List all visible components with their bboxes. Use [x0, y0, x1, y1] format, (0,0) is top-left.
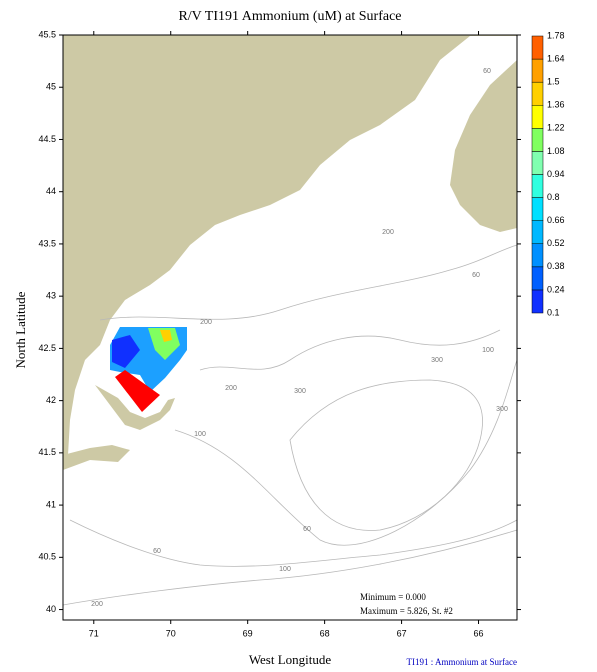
y-axis-label: North Latitude: [13, 291, 28, 368]
x-tick-label: 67: [397, 628, 407, 638]
data-field-max: [115, 370, 160, 412]
contour-line: [174, 359, 518, 546]
max-annotation: Maximum = 5.826, St. #2: [360, 606, 453, 616]
colorbar-label: 1.5: [547, 77, 560, 87]
y-tick-label: 41: [46, 499, 56, 509]
colorbar-box: [531, 151, 544, 175]
colorbar-label: 1.22: [547, 123, 565, 133]
contour-label: 300: [496, 406, 508, 413]
colorbar-label: 0.94: [547, 169, 565, 179]
land-nova-scotia: [450, 60, 517, 232]
contour-line: [62, 529, 518, 606]
data-field-low: [112, 335, 140, 368]
y-tick-label: 41.5: [38, 447, 56, 457]
contour-label: 300: [294, 388, 306, 395]
colorbar-label: 0.66: [547, 215, 565, 225]
colorbar-label: 1.64: [547, 53, 565, 63]
contour-line: [69, 519, 518, 567]
contour-label: 200: [225, 385, 237, 392]
y-tick-label: 45: [46, 82, 56, 92]
data-field-mid: [148, 328, 180, 360]
contour-label: 60: [472, 272, 480, 279]
y-tick-label: 43.5: [38, 238, 56, 248]
colorbar-label: 0.38: [547, 261, 565, 271]
x-tick-label: 66: [474, 628, 484, 638]
land-new-england: [63, 35, 517, 455]
x-tick-label: 71: [89, 628, 99, 638]
y-tick-label: 42: [46, 395, 56, 405]
contour-line: [199, 329, 501, 371]
colorbar-box: [531, 243, 544, 268]
contour-label: 200: [200, 319, 212, 326]
contour-label: 100: [482, 347, 494, 354]
contour-label: 300: [431, 357, 443, 364]
y-tick-label: 40: [46, 604, 56, 614]
colorbar-box: [531, 35, 544, 60]
colorbar-label: 0.8: [547, 192, 560, 202]
colorbar-label: 0.1: [547, 307, 560, 317]
y-tick-label: 42.5: [38, 343, 56, 353]
y-tick-label: 45.5: [38, 29, 56, 39]
colorbar-box: [531, 289, 544, 314]
y-tick-label: 44: [46, 186, 56, 196]
min-annotation: Minimum = 0.000: [360, 592, 426, 602]
colorbar-box: [531, 128, 544, 152]
colorbar-box: [531, 266, 544, 291]
land-islands: [63, 445, 130, 470]
x-axis-label: West Longitude: [249, 652, 332, 667]
colorbar-label: 1.78: [547, 30, 565, 40]
colorbar-box: [531, 58, 544, 83]
plot-area: [62, 34, 518, 621]
contour-line: [289, 379, 483, 531]
colorbar-box: [531, 81, 544, 106]
contour-line: [99, 244, 518, 321]
colorbar-box: [531, 174, 544, 198]
x-tick-label: 69: [243, 628, 253, 638]
contour-label: 60: [153, 548, 161, 555]
land-cape-cod: [95, 385, 175, 430]
colorbar-label: 1.36: [547, 100, 565, 110]
colorbar-label: 1.08: [547, 146, 565, 156]
data-field-high: [160, 330, 172, 342]
contour-label: 100: [279, 566, 291, 573]
colorbar-box: [531, 220, 544, 245]
colorbar-box: [531, 105, 544, 129]
contour-label: 100: [194, 431, 206, 438]
map-title: R/V TI191 Ammonium (uM) at Surface: [178, 9, 401, 24]
y-tick-label: 44.5: [38, 134, 56, 144]
contour-label: 200: [382, 229, 394, 236]
x-tick-label: 68: [320, 628, 330, 638]
colorbar-box: [531, 197, 544, 221]
y-tick-label: 40.5: [38, 552, 56, 562]
colorbar-label: 0.24: [547, 284, 565, 294]
contour-label: 200: [91, 601, 103, 608]
plot-frame: [62, 34, 518, 621]
y-tick-label: 43: [46, 291, 56, 301]
footer: TI191 : Ammonium at Surface: [407, 657, 517, 667]
colorbar-label: 0.52: [547, 238, 565, 248]
contour-label: 60: [483, 68, 491, 75]
contour-label: 60: [303, 526, 311, 533]
x-tick-label: 70: [166, 628, 176, 638]
